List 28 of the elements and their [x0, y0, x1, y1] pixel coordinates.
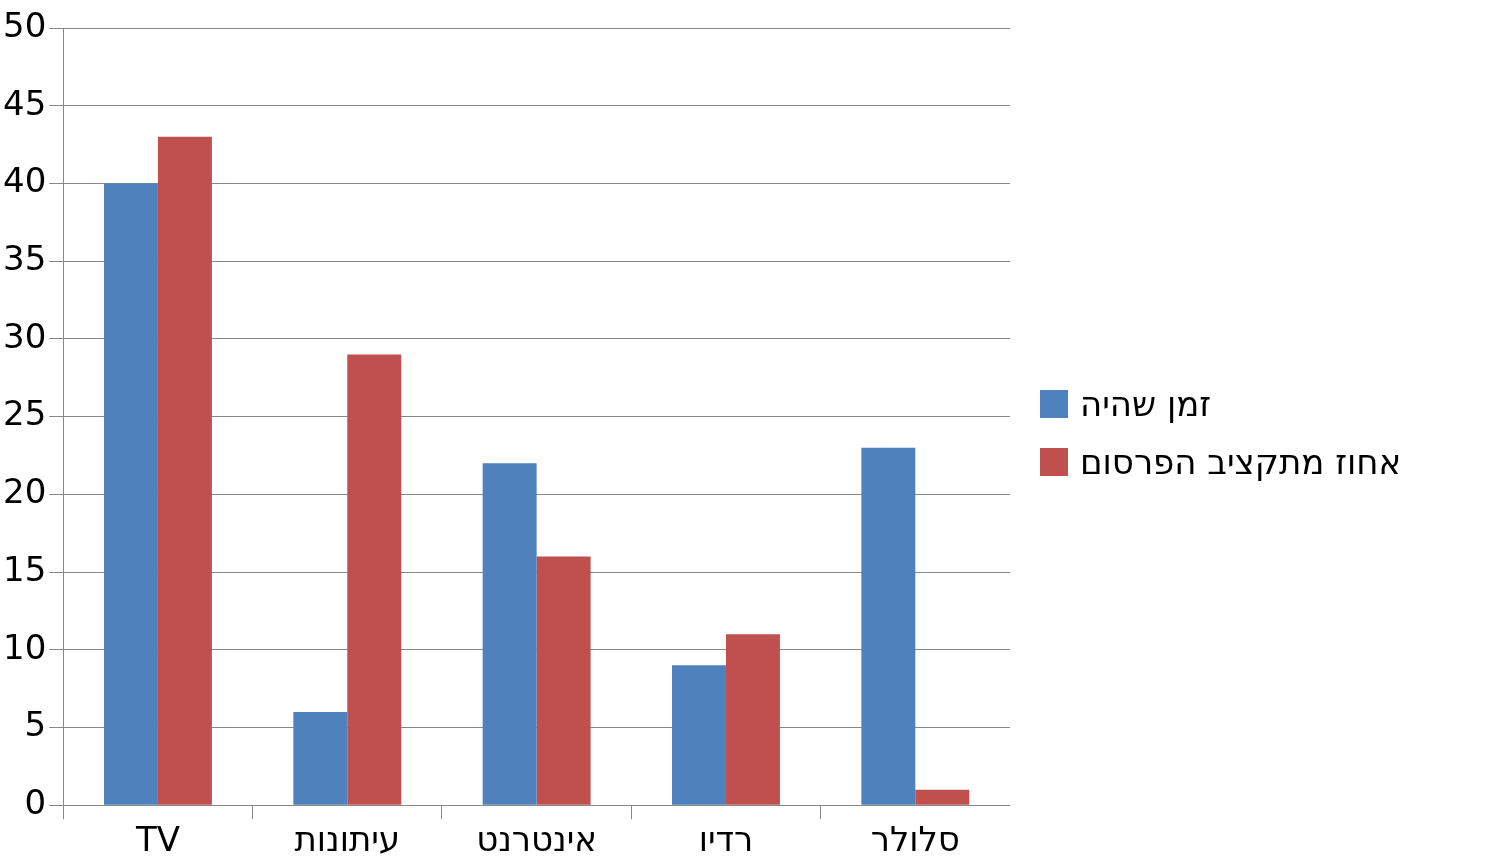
- y-tick-label: 20: [3, 471, 47, 512]
- bar: [157, 136, 212, 805]
- bar: [672, 665, 726, 805]
- y-tick-label: 25: [3, 393, 47, 434]
- y-tick-label: 45: [3, 82, 47, 123]
- bar: [347, 354, 402, 805]
- y-tick-label: 0: [24, 782, 47, 823]
- y-tick-label: 35: [3, 237, 47, 278]
- x-tick-label: אינטרנט: [476, 819, 598, 860]
- y-tick-label: 5: [24, 704, 47, 745]
- y-tick-label: 50: [3, 4, 47, 45]
- x-tick-label: סלולר: [870, 819, 960, 860]
- bar: [536, 556, 591, 805]
- bar: [861, 447, 916, 805]
- bar: [293, 711, 348, 805]
- y-tick-label: 30: [3, 315, 47, 356]
- bar: [915, 789, 970, 805]
- x-tick-label: עיתונות: [294, 819, 401, 860]
- legend-label: זמן שהיה: [1080, 384, 1212, 424]
- legend-label: אחוז מתקציב הפרסום: [1080, 442, 1402, 482]
- y-tick-label: 40: [3, 160, 47, 201]
- x-tick-label: רדיו: [698, 819, 754, 860]
- x-tick-label: TV: [134, 819, 180, 860]
- y-tick-label: 15: [3, 548, 47, 589]
- bar: [482, 463, 537, 805]
- y-tick-label: 10: [3, 626, 47, 667]
- bar: [725, 634, 780, 805]
- bar: [103, 183, 158, 805]
